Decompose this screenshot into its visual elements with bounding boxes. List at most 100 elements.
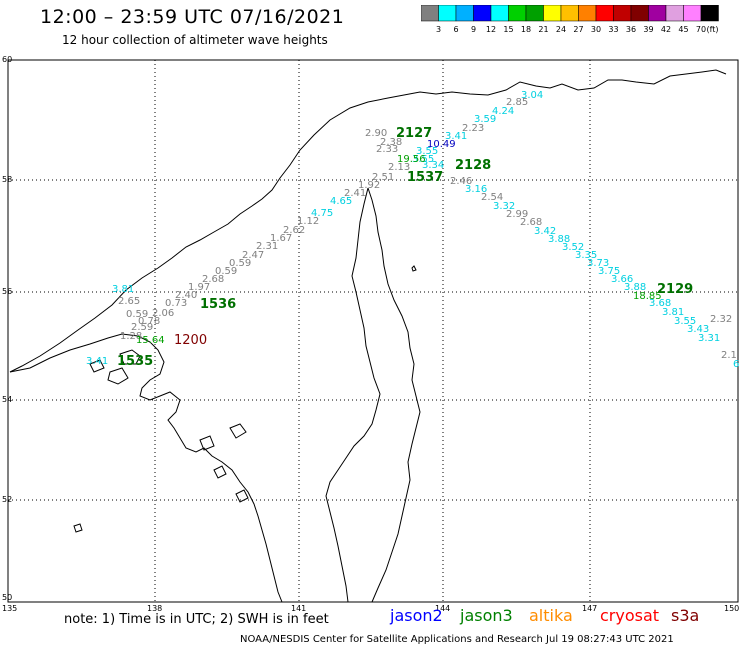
lon-label: 147 xyxy=(582,604,597,613)
swh-label: 3.81 xyxy=(112,284,134,295)
graticule xyxy=(8,60,738,602)
swh-label: 3.73 xyxy=(587,258,609,269)
axis-labels: 135 138 141 144 147 150 60 58 56 54 52 5… xyxy=(2,55,739,613)
swh-label: 10.49 xyxy=(427,139,456,150)
map-title: 12:00 – 23:59 UTC 07/16/2021 xyxy=(40,6,345,28)
legend-unit: (ft) xyxy=(707,25,719,34)
legend-label: 24 xyxy=(556,25,566,34)
swh-label: 2.62 xyxy=(283,225,305,236)
swh-label: 3.81 xyxy=(662,307,684,318)
pass-time-label: 1536 xyxy=(200,297,236,312)
swh-label: 3.16 xyxy=(465,184,487,195)
swh-label: 3.68 xyxy=(649,298,671,309)
swh-label: 3.42 xyxy=(534,226,556,237)
swh-label: 15.64 xyxy=(136,335,165,346)
swh-label: 4.75 xyxy=(311,208,333,219)
swh-label: 3.55 xyxy=(416,146,438,157)
swh-label: 3.35 xyxy=(575,250,597,261)
swh-label: 2.54 xyxy=(481,192,503,203)
pass-time-labels: 2127 2128 1537 1536 1535 1200 2129 xyxy=(117,126,693,369)
lat-label: 58 xyxy=(2,175,12,184)
pass-time-label: 2128 xyxy=(455,158,491,173)
swh-label: 3.88 xyxy=(624,282,646,293)
swh-label: 2.23 xyxy=(462,123,484,134)
satellite-s3a: s3a xyxy=(671,606,700,625)
legend-label: 70 xyxy=(696,25,706,34)
swh-label: 2.47 xyxy=(242,250,264,261)
swh-label: 3.04 xyxy=(521,90,543,101)
legend-label: 12 xyxy=(486,25,496,34)
coastline xyxy=(9,69,727,603)
satellite-jason3: jason3 xyxy=(460,606,513,625)
lon-label: 141 xyxy=(291,604,306,613)
swh-label: 2.40 xyxy=(175,290,197,301)
lat-label: 54 xyxy=(2,395,12,404)
swh-label: 3.75 xyxy=(598,266,620,277)
swh-label: 1.12 xyxy=(297,216,319,227)
swh-label: 2.51 xyxy=(372,172,394,183)
swh-label: 2.32 xyxy=(710,314,732,325)
swh-label: 4.65 xyxy=(330,196,352,207)
legend-label: 27 xyxy=(573,25,583,34)
legend-label: 9 xyxy=(471,25,476,34)
footer-credit: NOAA/NESDIS Center for Satellite Applica… xyxy=(240,634,674,645)
pass-time-label: 1537 xyxy=(407,170,443,185)
map-frame xyxy=(7,59,739,603)
swh-label: 3.41 xyxy=(445,131,467,142)
legend-label: 36 xyxy=(626,25,636,34)
swh-label: 1.92 xyxy=(358,180,380,191)
satellite-jason2: jason2 xyxy=(390,606,443,625)
swh-label: 0.73 xyxy=(165,298,187,309)
swh-label: 18.85 xyxy=(633,291,662,302)
swh-label: 6 xyxy=(733,359,739,370)
map-note: note: 1) Time is in UTC; 2) SWH is in fe… xyxy=(64,612,329,627)
legend-label: 39 xyxy=(643,25,653,34)
swh-label: 2.46 xyxy=(450,176,472,187)
swh-label: 19.56 xyxy=(397,154,426,165)
color-legend: 3 6 9 12 15 18 21 24 27 30 33 36 39 42 45 70 (ft) xyxy=(421,5,719,34)
legend-label: 30 xyxy=(591,25,601,34)
swh-label: 1.28 xyxy=(120,331,142,342)
swh-label: 3.32 xyxy=(493,201,515,212)
swh-label: 3.66 xyxy=(611,274,633,285)
swh-label: 3.55 xyxy=(412,154,434,165)
legend-label: 15 xyxy=(503,25,513,34)
swh-label: 2.68 xyxy=(520,217,542,228)
swh-label: 3.55 xyxy=(674,316,696,327)
legend-label: 42 xyxy=(661,25,671,34)
lon-label: 138 xyxy=(147,604,162,613)
legend-label: 18 xyxy=(521,25,531,34)
pass-time-label: 1535 xyxy=(117,354,153,369)
legend-label: 45 xyxy=(678,25,688,34)
lon-label: 135 xyxy=(2,604,17,613)
swh-label: 2.13 xyxy=(388,162,410,173)
lat-label: 56 xyxy=(2,287,12,296)
legend-label: 21 xyxy=(538,25,548,34)
satellite-cryosat: cryosat xyxy=(600,606,660,625)
swh-label: 1.67 xyxy=(270,233,292,244)
legend-swatch xyxy=(700,5,719,22)
swh-label: 3.34 xyxy=(422,160,444,171)
swh-label: 0.59 xyxy=(126,309,148,320)
wave-height-labels: 2.85 2.23 2.90 2.38 2.33 2.13 2.46 2.51 … xyxy=(86,90,739,370)
swh-label: 0.59 xyxy=(229,258,251,269)
swh-label: 2.90 xyxy=(365,128,387,139)
swh-label: 2.65 xyxy=(118,296,140,307)
swh-label: 3.52 xyxy=(562,242,584,253)
swh-label: 3.88 xyxy=(548,234,570,245)
lon-label: 144 xyxy=(435,604,450,613)
swh-label: 3.59 xyxy=(474,114,496,125)
swh-label: 2.31 xyxy=(256,241,278,252)
swh-label: 2.41 xyxy=(344,188,366,199)
swh-label: 2.1 xyxy=(721,350,737,361)
pass-time-label: 2127 xyxy=(396,126,432,141)
pass-time-label: 2129 xyxy=(657,282,693,297)
swh-label: 3.31 xyxy=(698,333,720,344)
swh-label: 2.38 xyxy=(380,137,402,148)
lat-label: 50 xyxy=(2,593,12,602)
swh-label: 1.97 xyxy=(188,282,210,293)
swh-label: 0.78 xyxy=(138,316,160,327)
swh-label: 4.24 xyxy=(492,106,514,117)
map-subtitle: 12 hour collection of altimeter wave hei… xyxy=(62,33,328,47)
lat-label: 52 xyxy=(2,495,12,504)
